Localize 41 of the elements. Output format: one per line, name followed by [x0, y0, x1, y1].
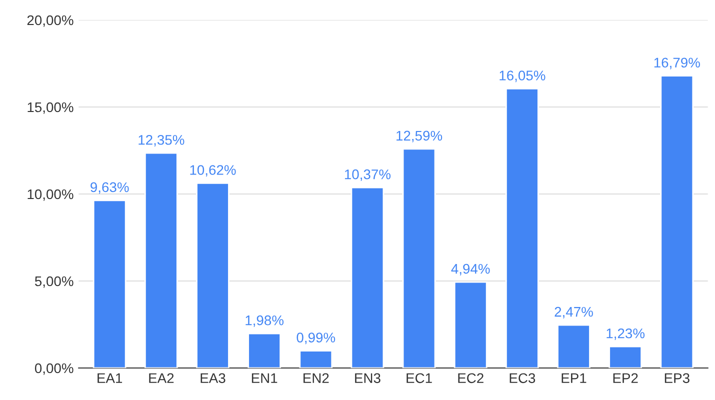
x-tick-label: EC1	[406, 373, 432, 384]
data-label: 4,94%	[451, 264, 490, 276]
y-tick-label: 10,00%	[28, 189, 74, 201]
y-tick-label: 0,00%	[34, 363, 74, 375]
x-tick-label: EP2	[613, 373, 638, 383]
bar	[454, 281, 488, 368]
bar	[92, 200, 126, 368]
data-label: 16,79%	[654, 58, 700, 70]
bar	[660, 75, 694, 368]
data-label: 1,98%	[246, 315, 284, 327]
data-label: 10,37%	[344, 169, 391, 181]
data-label: 9,63%	[90, 182, 129, 194]
bar	[299, 350, 333, 368]
x-tick-label: EN1	[252, 373, 278, 383]
data-label: 16,05%	[500, 70, 546, 82]
x-tick-label: EA1	[98, 373, 122, 383]
x-tick-label: EP3	[664, 373, 690, 384]
x-tick-label: EC2	[458, 373, 484, 384]
data-label: 2,47%	[554, 306, 593, 318]
y-tick-label: 20,00%	[27, 15, 74, 27]
x-tick-label: EN3	[355, 373, 380, 384]
y-tick-label: 15,00%	[28, 102, 74, 114]
bar	[350, 186, 384, 368]
bar	[196, 182, 230, 368]
bar	[608, 346, 642, 368]
bar	[506, 88, 539, 368]
y-tick-label: 5,00%	[34, 276, 74, 288]
bar	[557, 324, 590, 368]
bar	[248, 332, 281, 368]
x-tick-label: EA2	[149, 373, 174, 383]
data-label: 12,59%	[396, 130, 442, 142]
bar	[144, 152, 178, 368]
x-tick-label: EC3	[510, 373, 536, 384]
data-label: 0,99%	[296, 332, 336, 344]
data-label: 1,23%	[606, 328, 645, 340]
x-tick-label: EN2	[304, 373, 329, 383]
x-tick-label: EP1	[562, 373, 586, 383]
data-label: 12,35%	[138, 134, 184, 146]
bar	[402, 148, 436, 368]
data-label: 10,62%	[190, 165, 236, 177]
x-tick-label: EA3	[200, 373, 226, 384]
